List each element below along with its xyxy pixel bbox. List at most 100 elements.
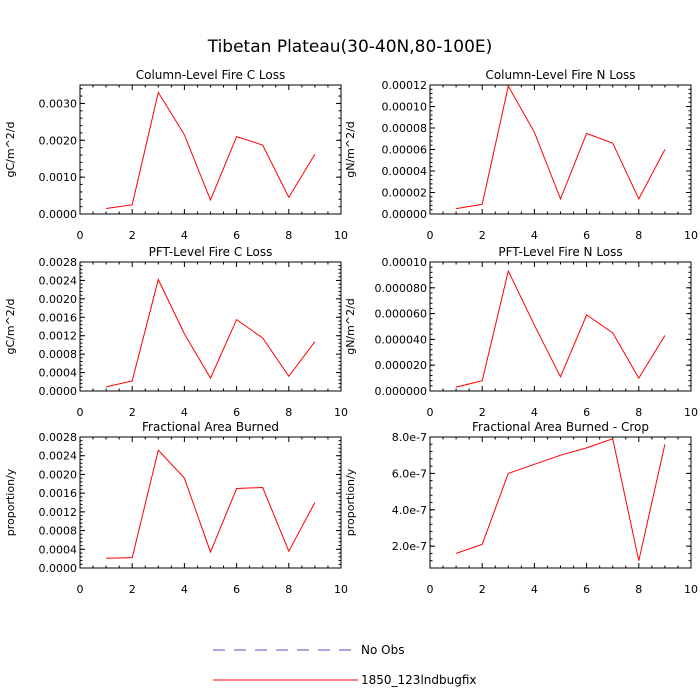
legend: No Obs 1850_123lndbugfix [213, 643, 477, 687]
plot-frame [429, 261, 692, 392]
y-tick-label: 0.0012 [39, 330, 78, 343]
y-tick-label: 0.0024 [39, 450, 78, 463]
x-tick-label: 6 [583, 583, 590, 596]
x-tick-label: 0 [77, 583, 84, 596]
chart-panel: Column-Level Fire C Loss 0 2 4 6 8 10 0.0000 0.0… [4, 68, 348, 242]
y-tick-label: 0.0000 [39, 385, 78, 398]
y-tick-label: 0.00008 [382, 122, 428, 135]
x-tick-label: 4 [181, 406, 188, 419]
x-tick-label: 10 [684, 583, 698, 596]
y-tick-label: 0.0024 [39, 274, 78, 287]
y-tick-label: 0.0000 [39, 562, 78, 575]
x-tick-label: 6 [233, 583, 240, 596]
y-tick-label: 0.0016 [39, 311, 78, 324]
y-tick-label: 0.0030 [39, 97, 78, 110]
y-axis-label: proportion/y [4, 468, 17, 536]
x-tick-label: 2 [129, 583, 136, 596]
x-tick-label: 6 [233, 406, 240, 419]
y-axis-label: proportion/y [344, 468, 357, 536]
y-tick-label: 0.0008 [39, 525, 78, 538]
x-tick-label: 2 [129, 406, 136, 419]
y-tick-label: 0.00000 [382, 208, 428, 221]
y-tick-label: 0.0000 [39, 208, 78, 221]
y-tick-label: 0.0012 [39, 506, 78, 519]
y-tick-label: 2.0e-7 [392, 540, 427, 553]
x-tick-label: 6 [583, 229, 590, 242]
x-tick-label: 6 [233, 229, 240, 242]
series-line [106, 91, 316, 209]
panels: Column-Level Fire C Loss 0 2 4 6 8 10 0.0000 0.0… [4, 68, 698, 596]
plot-frame [79, 84, 342, 215]
chart-panel: PFT-Level Fire C Loss 0 2 4 6 8 10 0.0000 0.0004… [4, 245, 348, 419]
panel-title: Fractional Area Burned - Crop [472, 420, 649, 434]
y-tick-label: 0.0016 [39, 487, 78, 500]
plot-frame [429, 84, 692, 215]
panel-title: Fractional Area Burned [142, 420, 279, 434]
x-tick-label: 8 [635, 229, 642, 242]
x-tick-label: 10 [334, 406, 348, 419]
y-tick-label: 0.000040 [375, 333, 428, 346]
y-tick-label: 0.000020 [375, 359, 428, 372]
y-tick-label: 0.0004 [39, 367, 78, 380]
y-tick-label: 0.0004 [39, 543, 78, 556]
x-tick-label: 8 [635, 583, 642, 596]
series-line [455, 269, 666, 388]
series-line [106, 449, 316, 559]
plot-frame [79, 436, 342, 569]
x-tick-label: 10 [334, 583, 348, 596]
y-tick-label: 0.00012 [382, 79, 428, 92]
y-tick-label: 0.000060 [375, 308, 428, 321]
y-tick-label: 0.00010 [382, 256, 428, 269]
y-tick-label: 0.0028 [39, 431, 78, 444]
x-tick-label: 0 [77, 406, 84, 419]
x-tick-label: 4 [531, 229, 538, 242]
panel-title: Column-Level Fire C Loss [136, 68, 286, 82]
x-tick-label: 4 [531, 583, 538, 596]
y-tick-label: 0.0020 [39, 134, 78, 147]
panel-title: PFT-Level Fire C Loss [149, 245, 273, 259]
y-tick-label: 0.0010 [39, 171, 78, 184]
chart-panel: Column-Level Fire N Loss 0 2 4 6 8 10 0.00000 0.… [344, 68, 698, 242]
y-tick-label: 6.0e-7 [392, 467, 427, 480]
panel-title: Column-Level Fire N Loss [485, 68, 635, 82]
y-tick-label: 0.000080 [375, 282, 428, 295]
x-tick-label: 10 [684, 406, 698, 419]
chart-panel: Fractional Area Burned - Crop 0 2 4 6 8 10 2.0e… [344, 420, 698, 596]
y-axis-label: gC/m^2/d [4, 299, 17, 355]
x-tick-label: 0 [427, 583, 434, 596]
y-axis-label: gN/m^2/d [344, 121, 357, 178]
x-tick-label: 0 [77, 229, 84, 242]
y-tick-label: 0.00006 [382, 144, 428, 157]
series-line [455, 438, 666, 561]
legend-label: No Obs [361, 643, 404, 657]
y-tick-label: 0.000000 [375, 385, 428, 398]
x-tick-label: 2 [129, 229, 136, 242]
x-tick-label: 8 [635, 406, 642, 419]
x-tick-label: 8 [285, 406, 292, 419]
plot-frame [79, 261, 342, 392]
y-tick-label: 0.0020 [39, 293, 78, 306]
chart-panel: PFT-Level Fire N Loss 0 2 4 6 8 10 0.000000 0.00… [344, 245, 698, 419]
x-tick-label: 4 [181, 229, 188, 242]
x-tick-label: 8 [285, 583, 292, 596]
legend-label: 1850_123lndbugfix [361, 673, 477, 687]
x-tick-label: 6 [583, 406, 590, 419]
y-tick-label: 0.0008 [39, 348, 78, 361]
y-tick-label: 0.0020 [39, 468, 78, 481]
x-tick-label: 4 [531, 406, 538, 419]
chart-panel: Fractional Area Burned 0 2 4 6 8 10 0.0000 0.000… [4, 420, 348, 596]
series-line [456, 84, 666, 210]
y-tick-label: 0.00004 [382, 165, 428, 178]
x-tick-label: 8 [285, 229, 292, 242]
series-line [105, 278, 316, 388]
x-tick-label: 2 [479, 583, 486, 596]
x-tick-label: 10 [334, 229, 348, 242]
x-tick-label: 10 [684, 229, 698, 242]
x-tick-label: 2 [479, 229, 486, 242]
figure-title: Tibetan Plateau(30-40N,80-100E) [207, 37, 493, 57]
y-tick-label: 0.0028 [39, 256, 78, 269]
y-axis-label: gN/m^2/d [344, 298, 357, 355]
y-tick-label: 8.0e-7 [392, 431, 427, 444]
y-tick-label: 0.00010 [382, 101, 428, 114]
